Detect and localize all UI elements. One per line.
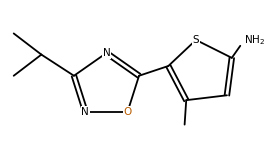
Text: O: O (124, 107, 132, 117)
Text: N: N (103, 48, 110, 58)
Text: N: N (82, 107, 89, 117)
Text: NH$_2$: NH$_2$ (244, 33, 265, 47)
Text: S: S (193, 35, 199, 45)
